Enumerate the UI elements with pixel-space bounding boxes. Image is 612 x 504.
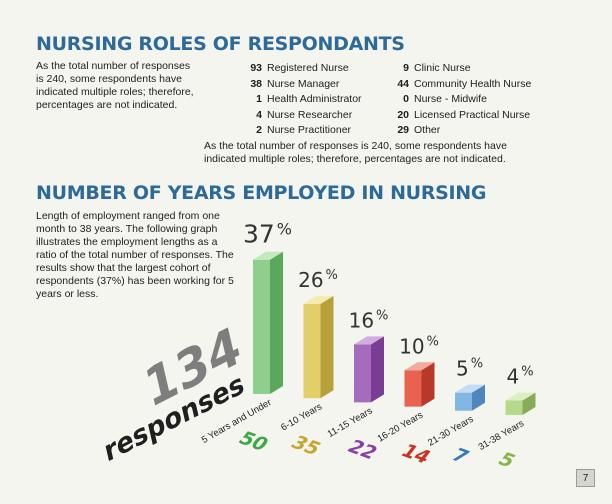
bar-side [320, 295, 334, 399]
category-label: 6-10 Years [279, 401, 324, 433]
role-name: Health Administrator [267, 93, 362, 106]
role-count: 38 [250, 77, 262, 90]
role-name: Nurse Manager [267, 77, 340, 90]
role-count: 4 [256, 108, 262, 121]
bar-top [354, 336, 384, 345]
bar-front [505, 400, 523, 415]
years-section-title: NUMBER OF YEARS EMPLOYED IN NURSING [36, 182, 487, 204]
category-label: 21-30 Years [426, 414, 476, 449]
response-count: 22 [343, 436, 382, 464]
role-name: Licensed Practical Nurse [414, 108, 531, 121]
role-item: 9 Clinic Nurse [381, 61, 531, 77]
role-name: Community Health Nurse [414, 77, 532, 90]
roles-note-left: As the total number of responses is 240,… [36, 60, 194, 111]
bar-front [404, 370, 422, 407]
role-name: Clinic Nurse [414, 62, 471, 74]
role-count: 9 [403, 62, 409, 74]
category-label: 31-38 Years [477, 418, 527, 453]
role-name: Nurse Practitioner [267, 124, 352, 137]
roles-section-title: NURSING ROLES OF RESPONDANTS [36, 33, 405, 55]
role-item: 44 Community Health Nurse [381, 77, 531, 93]
bar-front [253, 259, 270, 394]
bar-side [472, 384, 485, 411]
role-item: 4 Nurse Researcher [200, 108, 362, 124]
role-name: Nurse Researcher [267, 108, 353, 121]
bar-top [303, 295, 334, 304]
category-label: 16-20 Years [376, 410, 426, 445]
role-count: 93 [250, 62, 262, 74]
bar-side [522, 392, 536, 415]
response-count: 5 [493, 448, 520, 471]
bar-side [270, 251, 283, 394]
role-name: Other [414, 124, 441, 137]
role-count: 20 [397, 108, 409, 121]
bar-top [455, 384, 485, 393]
bar-top [253, 251, 283, 260]
total-responses-group: 134 responses [102, 314, 247, 469]
bar-value-label: 4% [506, 364, 533, 388]
role-count: 44 [397, 77, 409, 90]
bar-front [303, 303, 321, 399]
role-name: Registered Nurse [267, 62, 349, 74]
role-count: 29 [397, 124, 409, 137]
role-item: 29 Other [381, 123, 531, 139]
bar-value-label: 5% [456, 357, 483, 381]
role-name: Nurse - Midwife [414, 93, 487, 106]
roles-list-right: 9 Clinic Nurse 44 Community Health Nurse 0… [381, 61, 531, 139]
years-description: Length of employment ranged from one mon… [36, 210, 234, 300]
role-item: 20 Licensed Practical Nurse [381, 108, 531, 124]
page-number: 7 [576, 469, 595, 487]
bar-side [421, 362, 435, 407]
role-item: 0 Nurse - Midwife [381, 92, 531, 108]
role-item: 93 Registered Nurse [200, 61, 362, 77]
role-count: 0 [403, 93, 409, 106]
role-count: 1 [256, 93, 262, 106]
bar-value-label: 16% [349, 308, 389, 332]
role-count: 2 [256, 124, 262, 137]
roles-list-left: 93 Registered Nurse 38 Nurse Manager 1 Heal… [200, 61, 362, 139]
roles-note-bottom: As the total number of responses is 240,… [204, 140, 507, 165]
response-count: 35 [286, 432, 325, 460]
bar-side [371, 336, 384, 403]
bar-front [455, 392, 472, 411]
category-label: 11-15 Years [326, 405, 375, 440]
role-item: 38 Nurse Manager [200, 77, 362, 93]
bar-top [505, 392, 536, 401]
role-item: 2 Nurse Practitioner [200, 123, 362, 139]
response-count: 7 [447, 444, 474, 467]
role-item: 1 Health Administrator [200, 92, 362, 108]
bar-front [354, 344, 371, 403]
bar-value-label: 37% [243, 220, 292, 249]
bar-top [404, 362, 435, 371]
bar-value-label: 10% [399, 334, 439, 358]
bar-value-label: 26% [298, 268, 338, 292]
response-count: 50 [234, 427, 273, 455]
